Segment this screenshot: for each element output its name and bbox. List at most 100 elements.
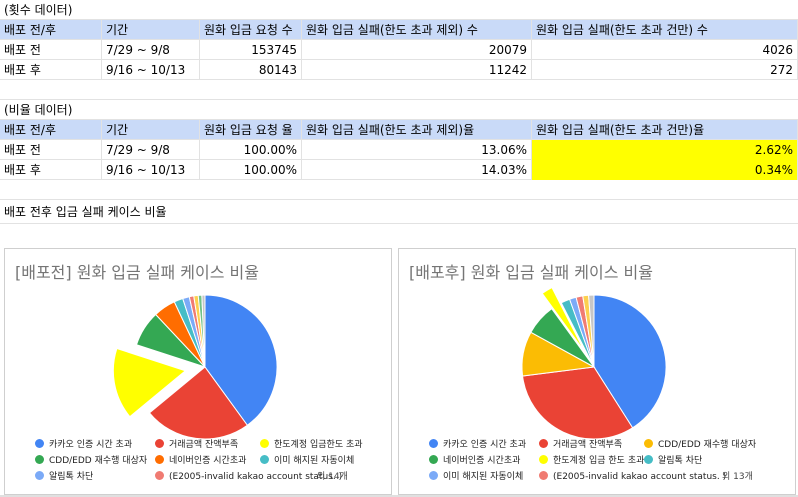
pie-slice[interactable] [541,286,586,352]
legend-label: 거래금액 잔액부족 [169,440,239,450]
legend-item[interactable]: 이미 해지된 자동이체 [429,471,523,483]
pie-slice[interactable] [148,366,249,440]
count-section-title[interactable]: (횟수 데이터) [4,3,73,17]
pie-slice[interactable] [522,366,634,440]
legend-item[interactable]: 이미 해지된 자동이체 [260,455,354,467]
legend-item[interactable]: 알림톡 차단 [35,471,93,483]
legend-item[interactable]: 네이버인증 시간초과 [429,455,520,467]
legend-label: CDD/EDD 재수행 대상자 [658,440,757,450]
legend-label: 한도계정 입금 한도 초과 [553,456,645,466]
table-cell[interactable]: 9/16 ~ 10/13 [102,60,200,80]
count-header-cell[interactable]: 원화 입금 요청 수 [200,20,302,40]
table-cell[interactable]: 20079 [302,40,532,60]
legend-item[interactable]: 네이버인증 시간초과 [155,455,246,467]
legend-label: 이미 해지된 자동이체 [274,456,355,466]
legend-label: 한도계정 입금한도 초과 [274,440,363,450]
table-row: 배포 전 7/29 ~ 9/8 100.00% 13.06% 2.62% [0,140,798,160]
chart-before-panel[interactable]: [배포전] 원화 입금 실패 케이스 비율 카카오 인증 시간 초과 거래금액 잔… [4,248,392,495]
empty-row [0,80,798,100]
table-row: 배포 후 9/16 ~ 10/13 80143 11242 272 [0,60,798,80]
legend-label: 네이버인증 시간초과 [443,456,521,466]
table-cell[interactable]: 100.00% [200,160,302,180]
count-header-cell[interactable]: 기간 [102,20,200,40]
count-header-cell[interactable]: 원화 입금 실패(한도 초과 제외) 수 [302,20,532,40]
ratio-header-cell[interactable]: 원화 입금 요청 율 [200,120,302,140]
chart-title: [배포후] 원화 입금 실패 케이스 비율 [409,263,653,282]
legend-label: 알림톡 차단 [49,472,94,482]
count-header-cell[interactable]: 배포 전/후 [0,20,102,40]
pie-slice[interactable] [201,294,206,368]
count-header-cell[interactable]: 원화 입금 실패(한도 초과 건만) 수 [532,20,798,40]
table-cell[interactable]: 7/29 ~ 9/8 [102,140,200,160]
legend-label: CDD/EDD 재수행 대상자 [49,456,148,466]
legend-item[interactable]: 거래금액 잔액부족 [155,439,238,451]
table-cell[interactable]: 14.03% [302,160,532,180]
legend-swatch [429,455,438,464]
legend-label: 네이버인증 시간초과 [169,456,247,466]
ratio-section-title[interactable]: (비율 데이터) [4,103,73,117]
legend-label: (E2005-invalid kakao account status. ) [553,472,727,482]
legend-swatch [539,439,548,448]
legend-label: 카카오 인증 시간 초과 [49,440,133,450]
legend-item[interactable]: 카카오 인증 시간 초과 [429,439,526,451]
table-cell[interactable]: 13.06% [302,140,532,160]
spreadsheet-grid: (횟수 데이터) 배포 전/후 기간 원화 입금 요청 수 원화 입금 실패(한… [0,0,798,224]
ratio-header-cell[interactable]: 배포 전/후 [0,120,102,140]
highlighted-cell[interactable]: 2.62% [532,140,798,160]
table-cell[interactable]: 11242 [302,60,532,80]
table-cell[interactable]: 272 [532,60,798,80]
legend-item[interactable]: CDD/EDD 재수행 대상자 [644,439,756,451]
bottom-divider [0,495,798,497]
ratio-header-cell[interactable]: 원화 입금 실패(한도 초과 건만)율 [532,120,798,140]
legend-swatch [429,471,438,480]
count-section-title-row: (횟수 데이터) [0,0,798,20]
empty-row [0,180,798,200]
legend-item[interactable]: (E2005-invalid kakao account status. ) [539,471,726,483]
legend-label: (E2005-invalid kakao account status. ) [169,472,343,482]
legend-item[interactable]: 거래금액 잔액부족 [539,439,622,451]
charts-title-row: 배포 전후 입금 실패 케이스 비율 [0,200,798,224]
chart-title: [배포전] 원화 입금 실패 케이스 비율 [15,263,259,282]
legend-swatch [429,439,438,448]
table-cell[interactable]: 153745 [200,40,302,60]
ratio-header-cell[interactable]: 기간 [102,120,200,140]
legend-swatch [539,471,548,480]
legend-swatch [644,439,653,448]
legend-item[interactable]: 한도계정 입금 한도 초과 [539,455,644,467]
legend-item[interactable]: 한도계정 입금한도 초과 [260,439,363,451]
table-cell[interactable]: 100.00% [200,140,302,160]
charts-section-title[interactable]: 배포 전후 입금 실패 케이스 비율 [4,205,167,219]
table-cell[interactable]: 배포 전 [0,40,102,60]
table-cell[interactable]: 배포 후 [0,60,102,80]
legend-label: 알림톡 차단 [658,456,703,466]
highlighted-cell[interactable]: 0.34% [532,160,798,180]
legend-swatch [260,439,269,448]
legend-swatch [35,471,44,480]
legend-more[interactable]: 외 13개 [722,472,753,482]
legend-swatch [644,455,653,464]
table-cell[interactable]: 배포 후 [0,160,102,180]
legend-more[interactable]: 외 14개 [317,472,348,482]
table-cell[interactable]: 7/29 ~ 9/8 [102,40,200,60]
pie-slice[interactable] [204,294,278,426]
table-cell[interactable]: 9/16 ~ 10/13 [102,160,200,180]
legend-item[interactable]: CDD/EDD 재수행 대상자 [35,455,147,467]
pie-slice[interactable] [112,347,187,418]
table-row: 배포 후 9/16 ~ 10/13 100.00% 14.03% 0.34% [0,160,798,180]
legend-item[interactable]: 카카오 인증 시간 초과 [35,439,132,451]
legend-label: 거래금액 잔액부족 [553,440,623,450]
legend-item[interactable]: 알림톡 차단 [644,455,702,467]
table-cell[interactable]: 4026 [532,40,798,60]
chart-after-panel[interactable]: [배포후] 원화 입금 실패 케이스 비율 카카오 인증 시간 초과 거래금액 잔… [398,248,796,495]
legend-item[interactable]: (E2005-invalid kakao account status. ) [155,471,342,483]
count-header-row: 배포 전/후 기간 원화 입금 요청 수 원화 입금 실패(한도 초과 제외) … [0,20,798,40]
pie-slice[interactable] [530,308,595,368]
pie-slice[interactable] [588,294,595,368]
ratio-header-row: 배포 전/후 기간 원화 입금 요청 율 원화 입금 실패(한도 초과 제외)율… [0,120,798,140]
table-cell[interactable]: 배포 전 [0,140,102,160]
table-cell[interactable]: 80143 [200,60,302,80]
pie-chart-after [521,286,667,440]
legend-label: 이미 해지된 자동이체 [443,472,524,482]
ratio-header-cell[interactable]: 원화 입금 실패(한도 초과 제외)율 [302,120,532,140]
legend-swatch [35,439,44,448]
